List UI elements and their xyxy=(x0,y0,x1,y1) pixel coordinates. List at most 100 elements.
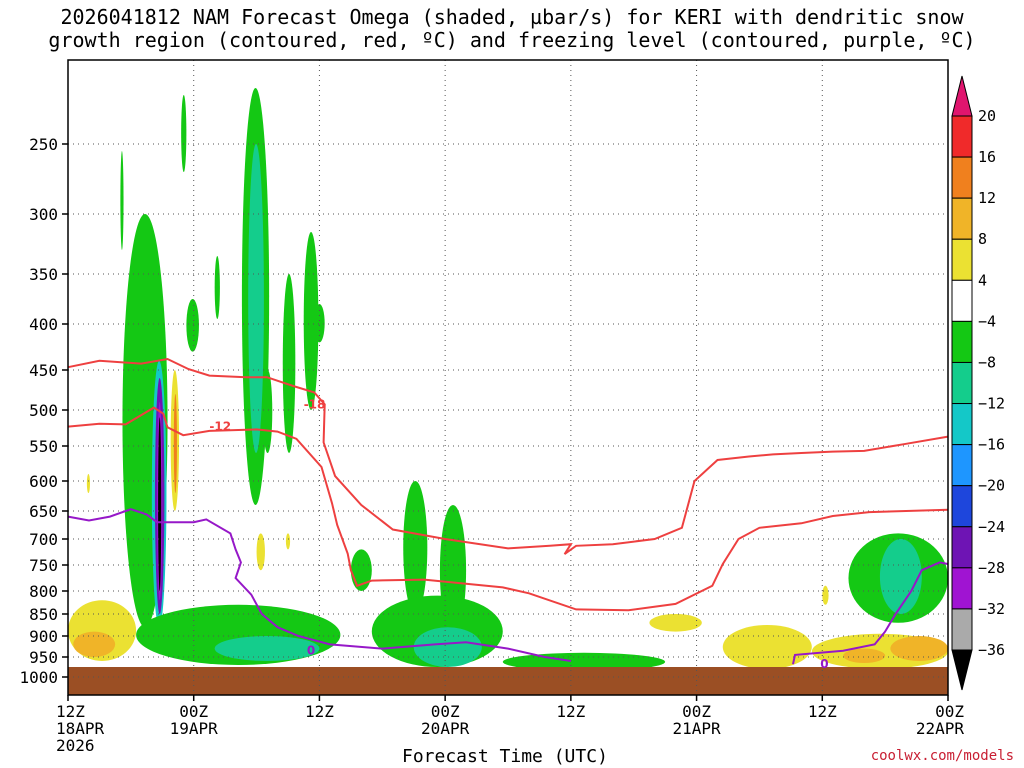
x-tick-label-24-0: 12Z xyxy=(305,702,334,721)
y-tick-label-800: 800 xyxy=(29,582,58,601)
x-tick-label-12-0: 00Z xyxy=(179,702,208,721)
contour-3 xyxy=(792,561,949,665)
omega-shading-layer xyxy=(68,88,949,672)
y-tick-label-250: 250 xyxy=(29,135,58,154)
omega-region-37 xyxy=(879,539,922,614)
colorbar-label-4: 4 xyxy=(978,271,987,289)
omega-region-33 xyxy=(843,648,886,663)
omega-region-16 xyxy=(303,232,319,410)
x-axis-title: Forecast Time (UTC) xyxy=(402,746,608,767)
contour-label-0: -18 xyxy=(304,397,326,411)
y-tick-label-1000: 1000 xyxy=(19,668,58,687)
omega-region-13 xyxy=(248,144,264,453)
omega-region-14 xyxy=(262,370,273,453)
y-axis-ticks: 250 300 350 400 450 500 550 600 650 700 750 800 850 9… xyxy=(19,135,68,687)
x-tick-label-0-2: 2026 xyxy=(56,736,95,755)
credit-link[interactable]: coolwx.com/models xyxy=(870,748,1014,764)
colorbar-label-12: −32 xyxy=(978,600,1005,618)
omega-region-9 xyxy=(181,95,187,172)
contour-label-2: 0 xyxy=(307,644,315,658)
colorbar-label-1: 16 xyxy=(978,148,996,166)
x-tick-label-36-0: 00Z xyxy=(431,702,460,721)
y-tick-label-900: 900 xyxy=(29,627,58,646)
colorbar-bottom-arrow xyxy=(951,649,973,691)
omega-region-21 xyxy=(214,636,320,661)
colorbar-swatch-11 xyxy=(951,526,973,569)
colorbar-swatch-2 xyxy=(951,156,973,199)
grid-layer xyxy=(67,60,949,695)
y-tick-label-600: 600 xyxy=(29,472,58,491)
x-tick-label-36-1: 20APR xyxy=(421,719,470,738)
omega-region-23 xyxy=(403,481,428,614)
colorbar-label-13: −36 xyxy=(978,641,1005,659)
omega-region-19 xyxy=(285,533,291,550)
colorbar-swatch-12 xyxy=(951,567,973,610)
omega-region-0 xyxy=(120,151,124,250)
colorbar-swatch-9 xyxy=(951,444,973,487)
y-tick-label-300: 300 xyxy=(29,205,58,224)
colorbar-swatch-3 xyxy=(951,197,973,240)
x-tick-label-84-1: 22APR xyxy=(916,719,965,738)
contour-label-3: 0 xyxy=(820,657,828,671)
colorbar-swatch-5 xyxy=(951,279,973,322)
contour-2 xyxy=(67,508,572,662)
x-tick-label-0-0: 12Z xyxy=(56,702,85,721)
contour-label-1: -12 xyxy=(209,420,231,434)
x-tick-label-0-1: 18APR xyxy=(56,719,105,738)
colorbar-label-0: 20 xyxy=(978,107,996,125)
colorbar-swatch-10 xyxy=(951,485,973,528)
omega-region-5 xyxy=(158,417,162,591)
y-tick-label-550: 550 xyxy=(29,437,58,456)
x-tick-label-12-1: 19APR xyxy=(170,719,219,738)
y-tick-label-350: 350 xyxy=(29,265,58,284)
omega-region-29 xyxy=(73,631,116,657)
colorbar-top-arrow xyxy=(951,75,973,117)
ground-surface xyxy=(68,667,948,695)
y-tick-label-950: 950 xyxy=(29,648,58,667)
omega-region-15 xyxy=(282,274,296,453)
omega-region-11 xyxy=(214,256,220,319)
x-tick-label-72-0: 12Z xyxy=(808,702,837,721)
y-tick-label-850: 850 xyxy=(29,605,58,624)
chart-title: 2026041812 NAM Forecast Omega (shaded, µ… xyxy=(0,6,1024,52)
y-tick-label-400: 400 xyxy=(29,315,58,334)
omega-region-7 xyxy=(173,394,177,493)
omega-region-35 xyxy=(822,585,829,605)
colorbar-label-10: −24 xyxy=(978,518,1005,536)
contour-1 xyxy=(67,406,949,612)
title-line-1: 2026041812 NAM Forecast Omega (shaded, µ… xyxy=(60,5,964,29)
colorbar-label-11: −28 xyxy=(978,559,1005,577)
x-tick-label-60-0: 00Z xyxy=(682,702,711,721)
y-tick-label-450: 450 xyxy=(29,361,58,380)
colorbar-swatch-7 xyxy=(951,361,973,405)
colorbar-label-5: −4 xyxy=(978,312,996,330)
colorbar-label-3: 8 xyxy=(978,230,987,248)
colorbar-swatch-8 xyxy=(951,403,973,446)
omega-region-31 xyxy=(722,625,812,669)
y-tick-label-750: 750 xyxy=(29,556,58,575)
y-tick-label-650: 650 xyxy=(29,502,58,521)
colorbar-label-7: −12 xyxy=(978,395,1005,413)
colorbar-swatch-6 xyxy=(951,320,973,363)
colorbar-swatch-4 xyxy=(951,238,973,281)
omega-region-10 xyxy=(186,299,199,352)
colorbar-legend: 20 16 12 8 4 −4 −8 −12 −16 −20 −24 −28 −32 −36 xyxy=(951,75,1005,691)
colorbar-swatch-1 xyxy=(951,115,973,158)
omega-region-26 xyxy=(413,627,482,667)
x-tick-label-60-1: 21APR xyxy=(672,719,721,738)
omega-region-8 xyxy=(86,474,91,493)
contour-layer: -18 -12 0 0 xyxy=(67,357,949,671)
x-tick-label-84-0: 00Z xyxy=(935,702,964,721)
y-tick-label-700: 700 xyxy=(29,530,58,549)
plot-frame xyxy=(67,59,949,696)
contour-0 xyxy=(67,357,949,555)
colorbar-label-8: −16 xyxy=(978,436,1005,454)
omega-region-17 xyxy=(314,304,325,343)
title-line-2: growth region (contoured, red, ºC) and f… xyxy=(48,28,976,52)
colorbar-label-6: −8 xyxy=(978,353,996,371)
omega-region-18 xyxy=(256,533,265,571)
colorbar-label-2: 12 xyxy=(978,189,996,207)
colorbar-swatch-13 xyxy=(951,608,973,651)
